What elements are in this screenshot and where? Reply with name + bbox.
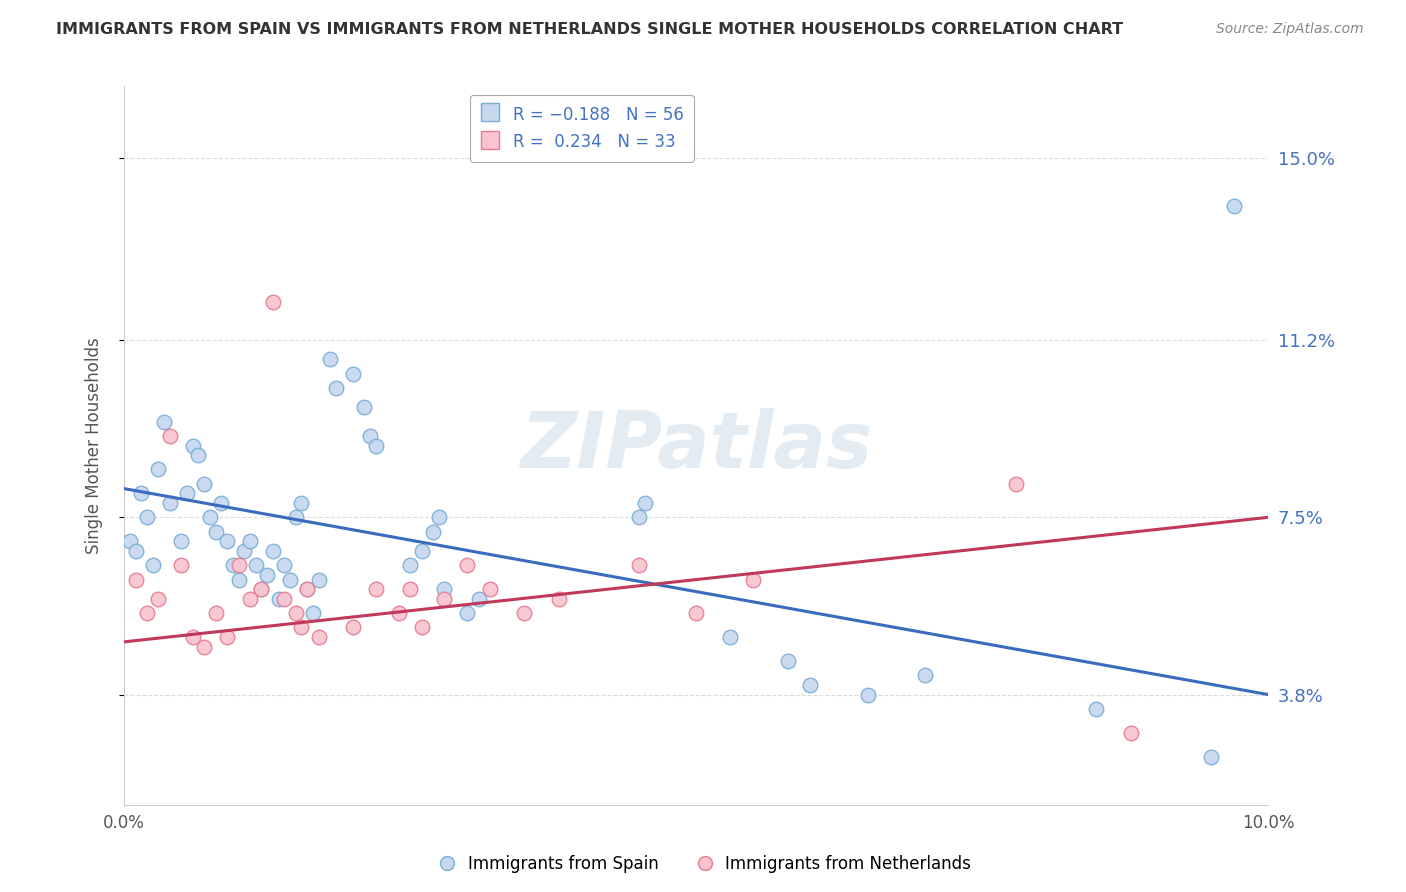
- Point: [228, 558, 250, 573]
- Point: [239, 591, 262, 606]
- Point: [364, 438, 387, 452]
- Point: [399, 582, 422, 597]
- Point: [718, 630, 741, 644]
- Point: [513, 606, 536, 620]
- Point: [267, 591, 290, 606]
- Point: [233, 544, 256, 558]
- Point: [319, 352, 342, 367]
- Point: [273, 591, 295, 606]
- Y-axis label: Single Mother Households: Single Mother Households: [86, 337, 103, 554]
- Point: [217, 534, 239, 549]
- Point: [228, 573, 250, 587]
- Point: [359, 429, 381, 443]
- Point: [170, 534, 193, 549]
- Point: [290, 620, 312, 634]
- Point: [181, 438, 204, 452]
- Point: [204, 606, 226, 620]
- Point: [193, 640, 215, 654]
- Point: [427, 510, 450, 524]
- Point: [342, 620, 364, 634]
- Point: [433, 591, 456, 606]
- Text: IMMIGRANTS FROM SPAIN VS IMMIGRANTS FROM NETHERLANDS SINGLE MOTHER HOUSEHOLDS CO: IMMIGRANTS FROM SPAIN VS IMMIGRANTS FROM…: [56, 22, 1123, 37]
- Point: [170, 558, 193, 573]
- Point: [627, 558, 650, 573]
- Point: [456, 606, 478, 620]
- Point: [142, 558, 165, 573]
- Point: [456, 558, 478, 573]
- Point: [411, 620, 433, 634]
- Point: [187, 448, 209, 462]
- Point: [262, 544, 284, 558]
- Point: [217, 630, 239, 644]
- Point: [295, 582, 318, 597]
- Point: [1119, 726, 1142, 740]
- Point: [198, 510, 221, 524]
- Point: [262, 294, 284, 309]
- Point: [181, 630, 204, 644]
- Point: [284, 606, 307, 620]
- Point: [308, 573, 330, 587]
- Point: [479, 582, 502, 597]
- Point: [1005, 476, 1028, 491]
- Point: [273, 558, 295, 573]
- Point: [148, 462, 170, 476]
- Point: [342, 367, 364, 381]
- Point: [124, 544, 146, 558]
- Point: [422, 524, 444, 539]
- Point: [209, 496, 232, 510]
- Point: [193, 476, 215, 491]
- Point: [914, 668, 936, 682]
- Point: [222, 558, 245, 573]
- Point: [364, 582, 387, 597]
- Point: [204, 524, 226, 539]
- Text: ZIPatlas: ZIPatlas: [520, 408, 872, 483]
- Point: [176, 486, 198, 500]
- Point: [388, 606, 411, 620]
- Point: [245, 558, 267, 573]
- Point: [353, 401, 375, 415]
- Point: [1085, 702, 1108, 716]
- Point: [433, 582, 456, 597]
- Point: [118, 534, 141, 549]
- Point: [627, 510, 650, 524]
- Point: [547, 591, 569, 606]
- Point: [124, 573, 146, 587]
- Point: [284, 510, 307, 524]
- Point: [153, 415, 176, 429]
- Point: [136, 606, 159, 620]
- Point: [308, 630, 330, 644]
- Point: [256, 567, 278, 582]
- Point: [799, 678, 821, 692]
- Legend: Immigrants from Spain, Immigrants from Netherlands: Immigrants from Spain, Immigrants from N…: [427, 848, 979, 880]
- Point: [159, 496, 181, 510]
- Point: [685, 606, 707, 620]
- Point: [129, 486, 152, 500]
- Point: [1222, 199, 1244, 213]
- Point: [239, 534, 262, 549]
- Point: [776, 654, 799, 668]
- Point: [399, 558, 422, 573]
- Point: [411, 544, 433, 558]
- Point: [250, 582, 273, 597]
- Point: [633, 496, 655, 510]
- Point: [742, 573, 765, 587]
- Point: [467, 591, 489, 606]
- Text: Source: ZipAtlas.com: Source: ZipAtlas.com: [1216, 22, 1364, 37]
- Point: [1199, 749, 1222, 764]
- Point: [250, 582, 273, 597]
- Point: [136, 510, 159, 524]
- Point: [159, 429, 181, 443]
- Point: [302, 606, 325, 620]
- Point: [295, 582, 318, 597]
- Point: [325, 381, 347, 395]
- Point: [856, 688, 879, 702]
- Point: [290, 496, 312, 510]
- Point: [148, 591, 170, 606]
- Legend: R = −0.188   N = 56, R =  0.234   N = 33: R = −0.188 N = 56, R = 0.234 N = 33: [470, 95, 693, 161]
- Point: [278, 573, 301, 587]
